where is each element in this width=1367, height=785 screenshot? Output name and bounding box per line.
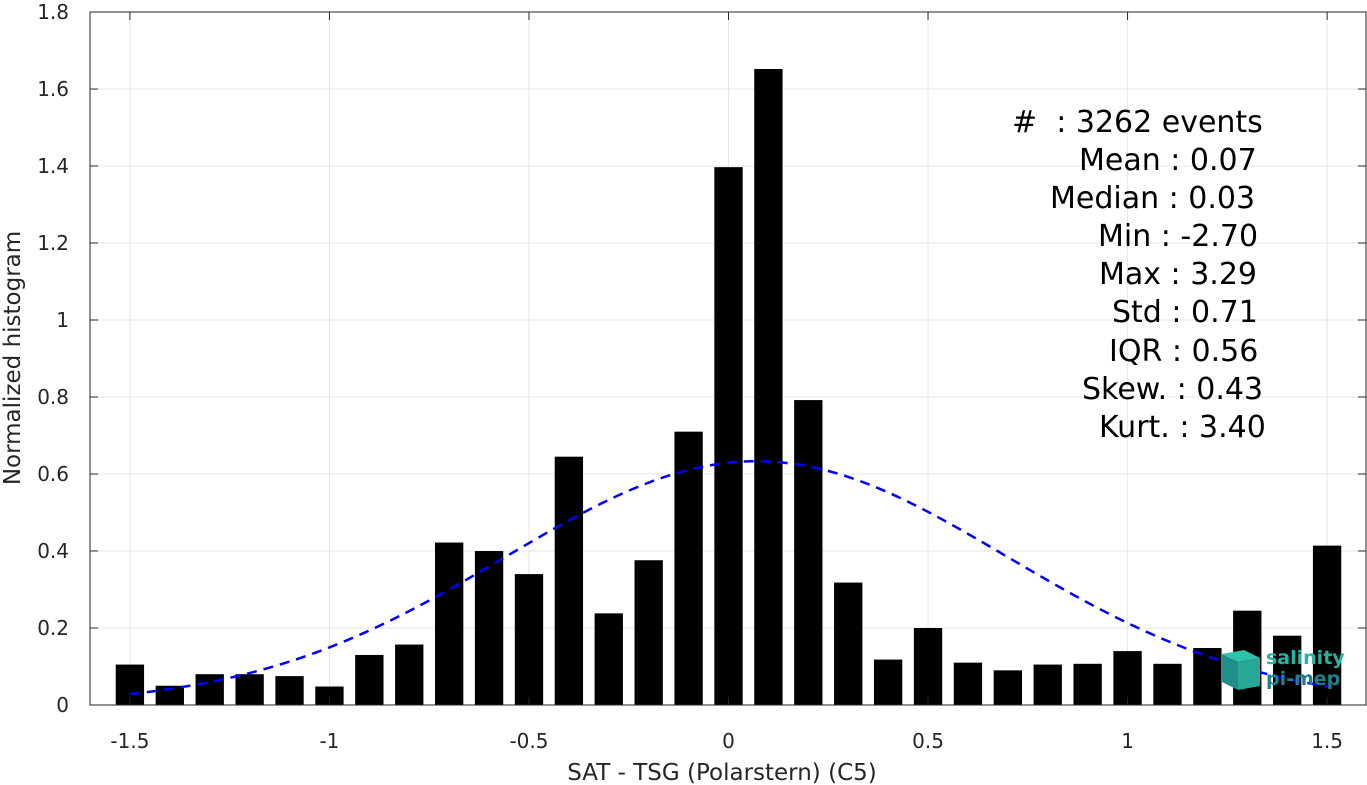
x-tick-label: 0.5: [912, 729, 944, 753]
x-tick-label: -1: [319, 729, 339, 753]
x-tick-label: -1.5: [110, 729, 149, 753]
histogram-bars: [115, 68, 1342, 706]
histogram-bar: [634, 560, 663, 705]
histogram-bar: [1033, 664, 1062, 705]
y-tick-label: 0.4: [37, 539, 69, 563]
x-tick-label: 1: [1121, 729, 1134, 753]
histogram-bar: [235, 674, 264, 705]
histogram-bar: [834, 582, 863, 705]
x-axis-ticks: -1.5 -1 -0.5 0 0.5 1 1.5: [110, 12, 1343, 753]
histogram-bar: [674, 431, 703, 705]
logo-text-line1: salinity: [1266, 647, 1345, 669]
y-axis-label: Normalized histogram: [0, 231, 26, 485]
x-axis-label: SAT - TSG (Polarstern) (C5): [567, 760, 876, 785]
histogram-bar: [993, 670, 1023, 705]
histogram-bar: [1193, 648, 1222, 705]
x-tick-label: -0.5: [509, 729, 548, 753]
y-tick-label: 1.8: [37, 0, 69, 24]
histogram-bar: [594, 613, 623, 705]
stat-min: Min : -2.70: [1098, 219, 1259, 254]
histogram-bar: [554, 456, 584, 705]
histogram-bar: [514, 574, 544, 705]
salinity-pimep-logo: salinity pi-mep: [1218, 646, 1358, 696]
stat-iqr: IQR : 0.56: [1109, 334, 1259, 369]
histogram-bar: [794, 400, 823, 705]
y-tick-label: 1.4: [37, 154, 69, 178]
x-tick-label: 0: [722, 729, 735, 753]
histogram-bar: [714, 167, 743, 705]
stat-std: Std : 0.71: [1112, 295, 1258, 330]
y-tick-label: 0.2: [37, 616, 69, 640]
histogram-bar: [1273, 635, 1302, 705]
y-tick-label: 0.6: [37, 462, 69, 486]
y-tick-label: 1.6: [37, 77, 69, 101]
stat-count: # : 3262 events: [1012, 105, 1263, 140]
logo-text-line2: pi-mep: [1266, 668, 1341, 690]
x-tick-label: 1.5: [1311, 729, 1343, 753]
histogram-bar: [474, 551, 504, 705]
normal-fit-curve: [129, 459, 1328, 696]
histogram-bar: [1153, 663, 1182, 705]
histogram-bar: [434, 542, 464, 705]
stat-kurt: Kurt. : 3.40: [1099, 410, 1266, 445]
logo-cube-icon: [1222, 650, 1260, 690]
stat-max: Max : 3.29: [1099, 257, 1257, 292]
y-tick-label: 0: [56, 693, 69, 717]
histogram-bar: [1113, 651, 1142, 705]
histogram-bar: [754, 68, 783, 706]
stat-median: Median : 0.03: [1050, 181, 1256, 216]
histogram-bar: [1073, 663, 1102, 705]
histogram-bar: [1312, 545, 1342, 705]
y-tick-label: 0.8: [37, 385, 69, 409]
histogram-bar: [873, 659, 903, 705]
y-axis-ticks: 0 0.2 0.4 0.6 0.8 1 1.2 1.4 1.6 1.8: [37, 0, 1366, 717]
histogram-bar: [355, 654, 384, 705]
y-tick-label: 1.2: [37, 231, 69, 255]
histogram-bar: [913, 628, 943, 705]
stat-skew: Skew. : 0.43: [1082, 372, 1264, 407]
y-tick-label: 1: [56, 308, 69, 332]
histogram-bar: [953, 662, 983, 705]
histogram-bar: [395, 644, 424, 705]
stat-mean: Mean : 0.07: [1079, 143, 1257, 178]
histogram-bar: [315, 686, 344, 705]
histogram-bar: [155, 685, 184, 705]
histogram-bar: [275, 676, 304, 705]
